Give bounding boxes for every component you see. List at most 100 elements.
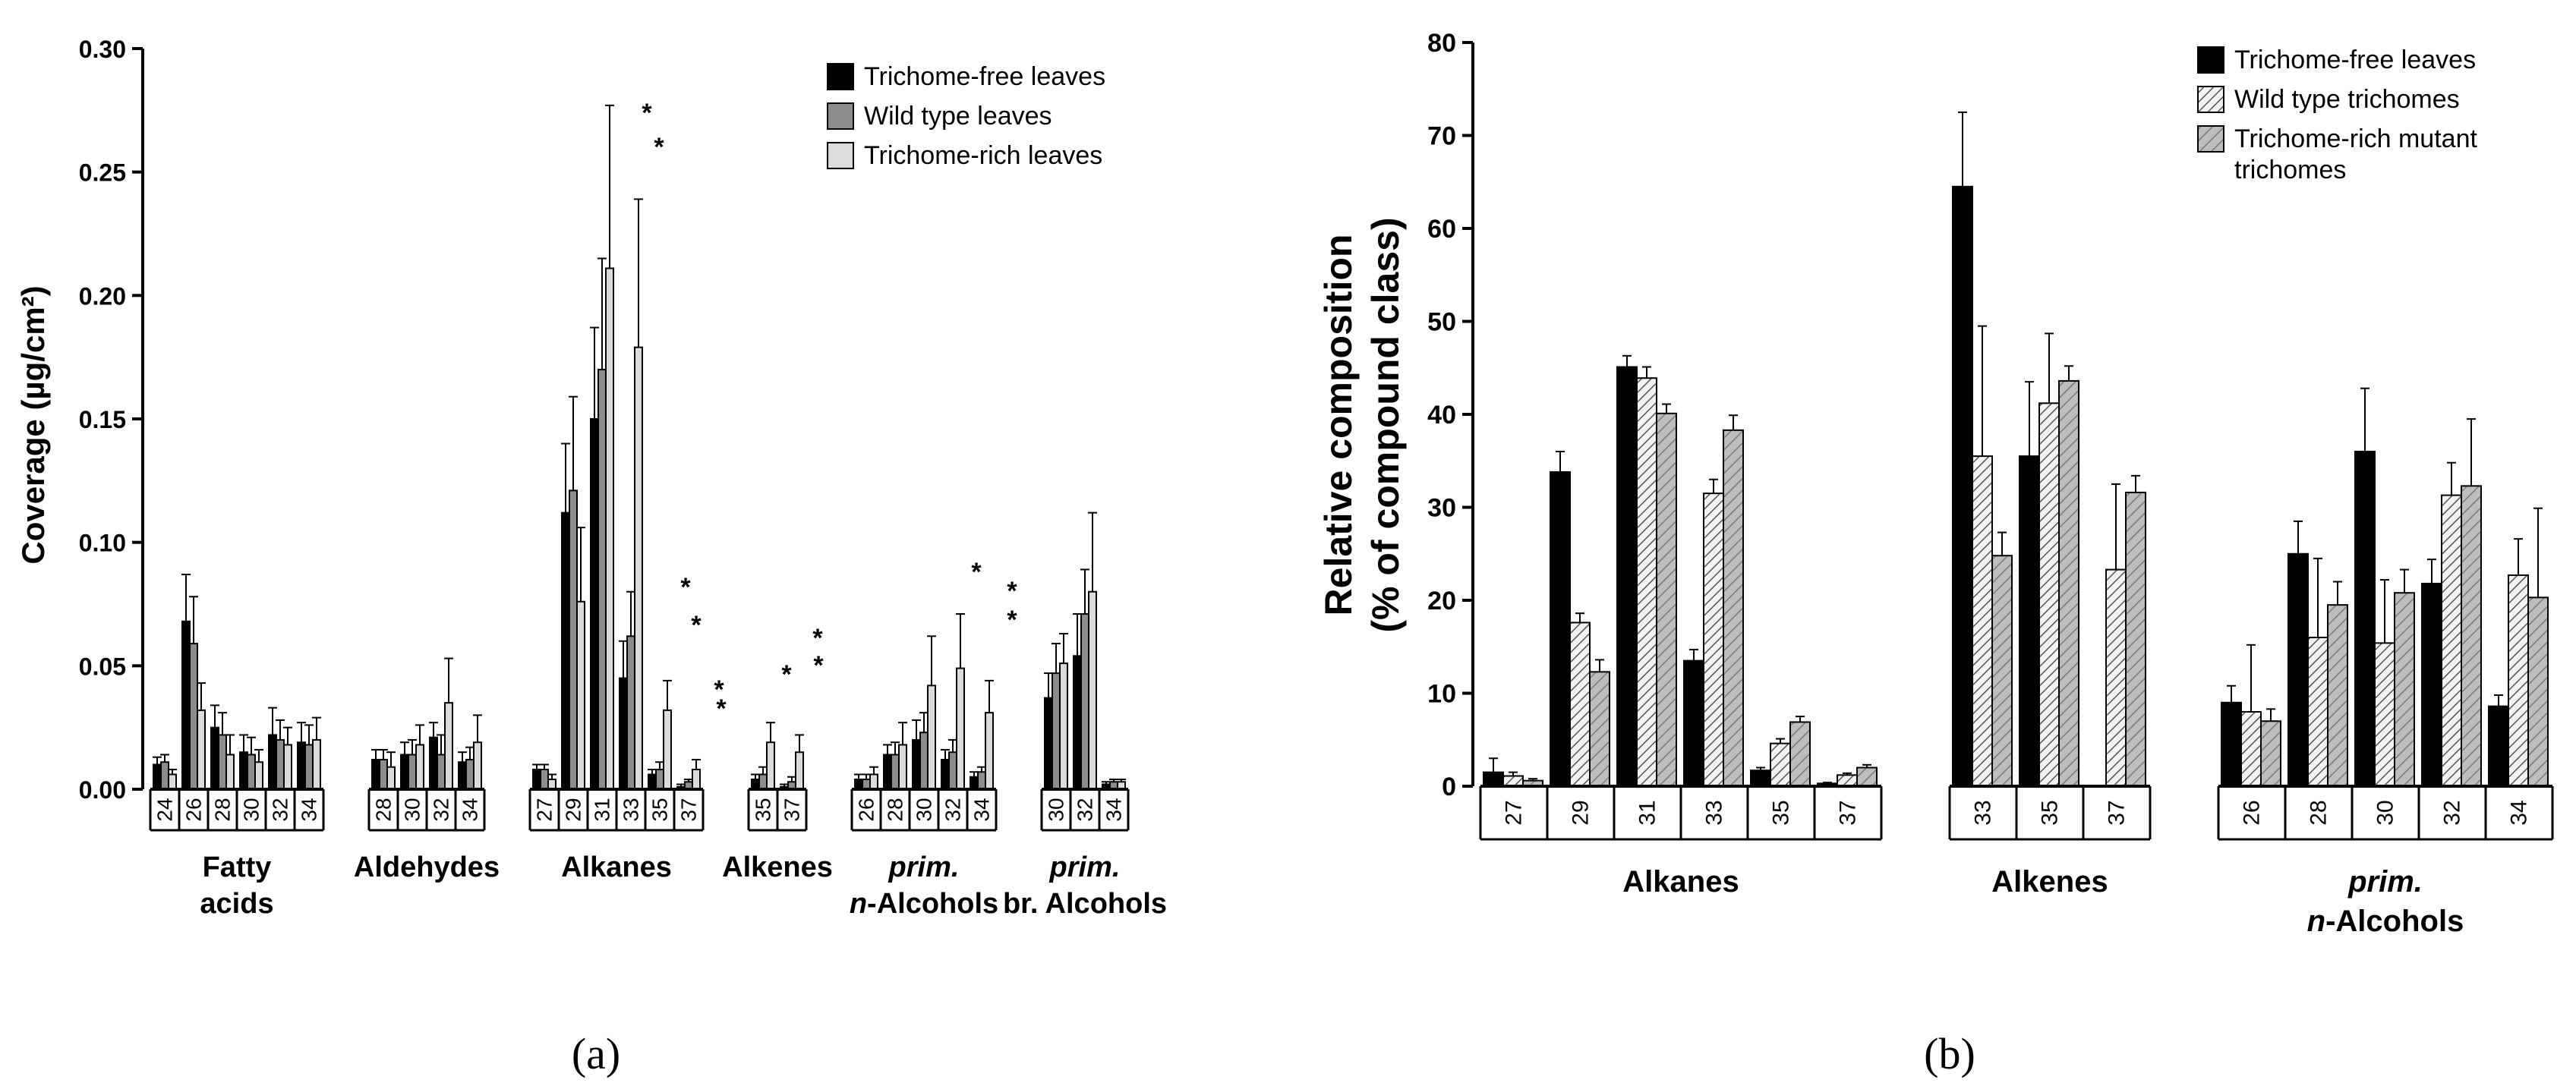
group-label: Alkanes [1622, 865, 1739, 899]
bar-wild-type-leaves [948, 751, 957, 791]
bar-trichome-rich-leaves [927, 685, 936, 790]
category-label: 28 [884, 798, 907, 821]
bar-wild-type-leaves [189, 643, 198, 791]
category-label: 30 [401, 798, 424, 821]
bar-trichome-rich-leaves [1059, 663, 1068, 791]
y-tick-label: 80 [1427, 29, 1456, 58]
category-label: 37 [677, 798, 701, 821]
bar-trichome-free-leaves [970, 776, 979, 791]
legend-label: Wild type trichomes [2234, 85, 2460, 114]
category-label: 27 [533, 798, 557, 821]
bar-wild-type-leaves [218, 734, 227, 791]
category-label: 27 [1502, 800, 1527, 825]
panel-label-a: (a) [572, 1029, 620, 1078]
bar-trichome-rich-leaves [1088, 590, 1097, 790]
category-label: 35 [1769, 800, 1794, 825]
legend-label: Trichome-free leaves [864, 62, 1105, 91]
bar-trichome-rich-leaves [473, 741, 482, 790]
bar-trichome-rich-mutant-trichomes [1789, 721, 1811, 787]
y-tick-label: 50 [1427, 308, 1456, 337]
bar-wild-type-leaves [304, 744, 314, 791]
category-label: 33 [1702, 800, 1727, 825]
bar-wild-type-trichomes [2038, 402, 2060, 787]
bar-trichome-free-leaves [268, 734, 277, 791]
category-label: 24 [153, 798, 177, 821]
group-label: Aldehydes [354, 851, 500, 883]
category-label: 33 [620, 798, 643, 821]
category-label: 32 [941, 798, 965, 821]
bar-trichome-rich-leaves [692, 768, 701, 790]
bar-trichome-rich-leaves [312, 738, 321, 791]
bar-trichome-free-leaves [458, 761, 467, 790]
bar-trichome-free-leaves [210, 726, 219, 791]
bar-trichome-rich-mutant-trichomes [2058, 379, 2079, 787]
bar-trichome-rich-mutant-trichomes [2327, 604, 2348, 787]
category-label: 37 [1836, 800, 1861, 825]
bar-wild-type-trichomes [2441, 494, 2462, 787]
bar-wild-type-trichomes [1837, 774, 1858, 787]
legend-swatch [2197, 125, 2224, 153]
bar-trichome-free-leaves [2019, 455, 2040, 787]
bar-trichome-free-leaves [1750, 770, 1771, 787]
bar-trichome-free-leaves [400, 754, 409, 790]
group-label: br. Alcohols [1003, 888, 1167, 920]
bar-trichome-rich-leaves [197, 709, 206, 790]
bar-wild-type-leaves [379, 758, 388, 791]
group-label: Fatty [203, 851, 272, 883]
category-label: 30 [1045, 798, 1068, 821]
bar-trichome-free-leaves [2288, 552, 2309, 787]
legend-swatch [827, 142, 854, 169]
bar-wild-type-leaves [626, 635, 635, 790]
y-tick-label: 0.00 [79, 776, 126, 804]
bar-trichome-rich-leaves [444, 702, 453, 791]
bar-wild-type-leaves [247, 754, 256, 790]
legend-swatch [827, 63, 854, 90]
group-label: n-Alcohols [850, 888, 998, 920]
bar-trichome-rich-leaves [766, 741, 775, 790]
bar-trichome-free-leaves [648, 773, 657, 790]
chart-relative-composition: 0 10 20 30 40 50 60 70 80 Relative composition (% … [1317, 29, 2554, 938]
bar-wild-type-leaves [977, 771, 986, 791]
bar-trichome-rich-mutant-trichomes [2260, 720, 2281, 787]
bar-trichome-free-leaves [239, 751, 248, 791]
panel-label-b: (b) [1924, 1029, 1975, 1078]
bar-trichome-rich-mutant-trichomes [2394, 592, 2415, 788]
bar-trichome-rich-leaves [576, 600, 585, 790]
significance-mark: * [680, 573, 691, 602]
significance-mark: * [971, 558, 982, 587]
bar-trichome-free-leaves [590, 418, 599, 790]
bar-trichome-rich-leaves [168, 773, 177, 790]
y-tick-label: 20 [1427, 587, 1456, 615]
category-label: 28 [211, 798, 235, 821]
bar-trichome-free-leaves [941, 758, 950, 791]
bar-wild-type-leaves [540, 768, 549, 790]
bar-trichome-free-leaves [1073, 655, 1082, 790]
bar-wild-type-leaves [160, 761, 169, 790]
bar-trichome-free-leaves [1483, 771, 1504, 787]
significance-mark: * [1007, 606, 1017, 634]
bar-trichome-rich-mutant-trichomes [1589, 671, 1610, 788]
bar-trichome-rich-leaves [795, 751, 804, 791]
group-label: Alkenes [1991, 865, 2108, 899]
bar-trichome-free-leaves [561, 511, 570, 790]
bar-trichome-rich-leaves [985, 712, 994, 790]
significance-mark: * [691, 611, 702, 640]
category-label: 34 [2507, 800, 2532, 825]
bar-wild-type-trichomes [1569, 622, 1591, 788]
y-axis-label: (% of compound class) [1364, 217, 1407, 632]
category-label: 34 [459, 798, 482, 821]
y-axis-label: Relative composition [1317, 234, 1360, 616]
bar-wild-type-trichomes [2508, 574, 2529, 787]
bar-wild-type-leaves [1080, 613, 1089, 790]
category-label: 28 [2306, 800, 2332, 825]
y-tick-label: 30 [1427, 494, 1456, 523]
bar-trichome-rich-mutant-trichomes [2527, 596, 2549, 788]
y-tick-label: 0.05 [79, 653, 126, 680]
bar-trichome-rich-leaves [254, 761, 263, 790]
bar-wild-type-trichomes [2240, 711, 2262, 787]
significance-mark: * [1007, 577, 1017, 606]
category-label: 32 [2440, 800, 2465, 825]
legend-label: Wild type leaves [864, 102, 1052, 131]
y-tick-label: 70 [1427, 122, 1456, 151]
